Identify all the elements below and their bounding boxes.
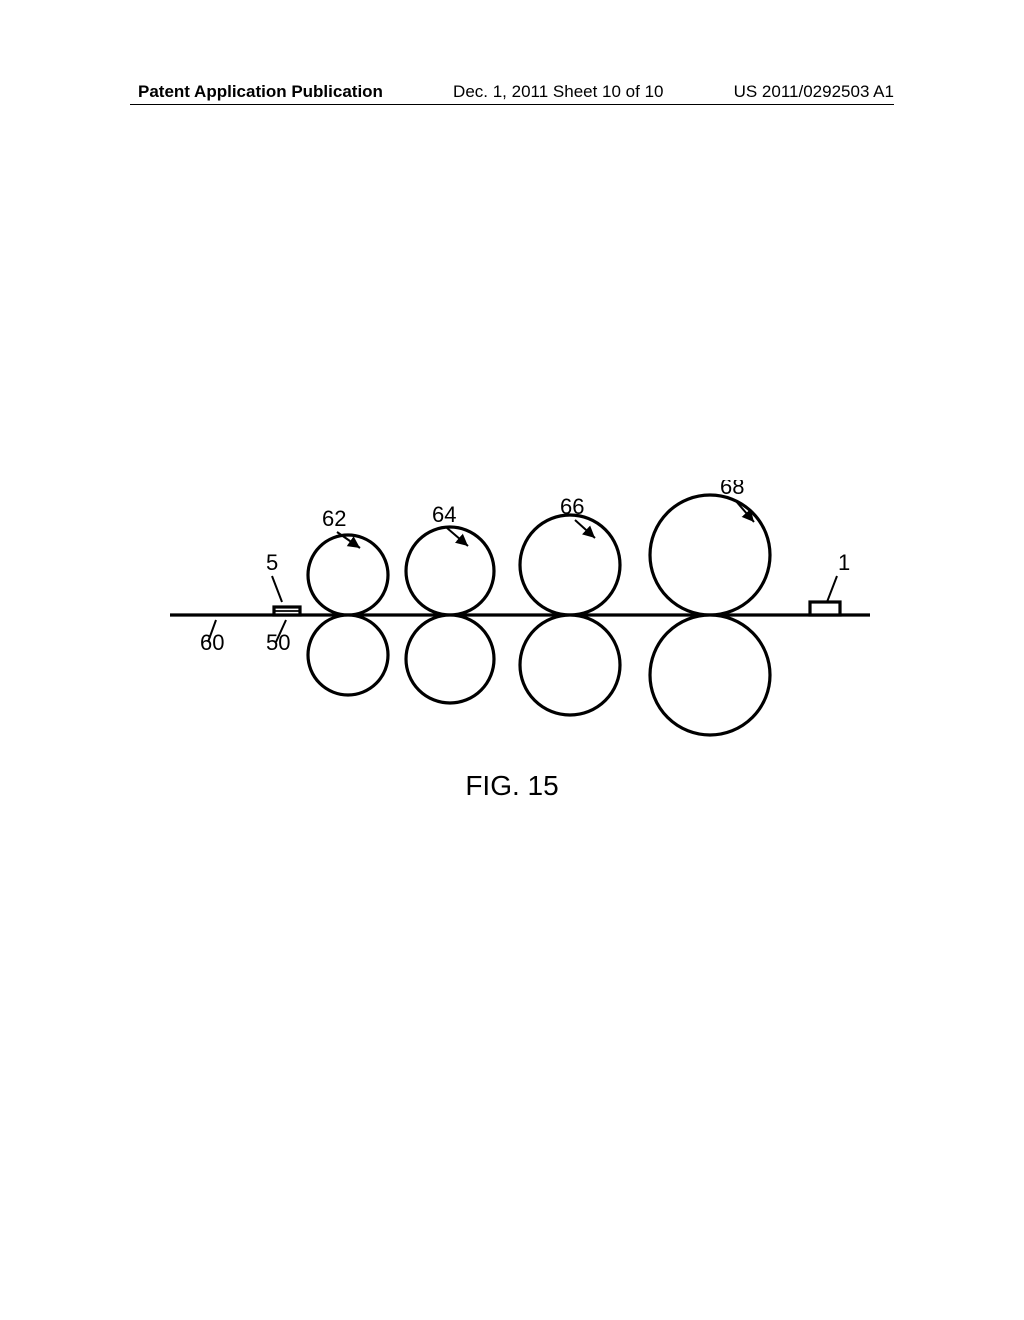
header-publication-number: US 2011/0292503 A1 xyxy=(734,82,894,102)
svg-text:50: 50 xyxy=(266,630,290,655)
figure-caption: FIG. 15 xyxy=(0,770,1024,802)
svg-text:60: 60 xyxy=(200,630,224,655)
svg-text:1: 1 xyxy=(838,550,850,575)
header-publication-type: Patent Application Publication xyxy=(138,82,383,102)
svg-text:66: 66 xyxy=(560,494,584,519)
figure-15: 62 64 66 68 5 60 50 1 xyxy=(170,480,870,780)
header-underline xyxy=(130,104,894,105)
page-header: Patent Application Publication Dec. 1, 2… xyxy=(0,82,1024,102)
header-date-sheet: Dec. 1, 2011 Sheet 10 of 10 xyxy=(453,82,663,102)
svg-text:68: 68 xyxy=(720,480,744,499)
svg-text:5: 5 xyxy=(266,550,278,575)
svg-text:64: 64 xyxy=(432,502,456,527)
figure-svg: 62 64 66 68 5 60 50 1 xyxy=(170,480,870,780)
svg-text:62: 62 xyxy=(322,506,346,531)
